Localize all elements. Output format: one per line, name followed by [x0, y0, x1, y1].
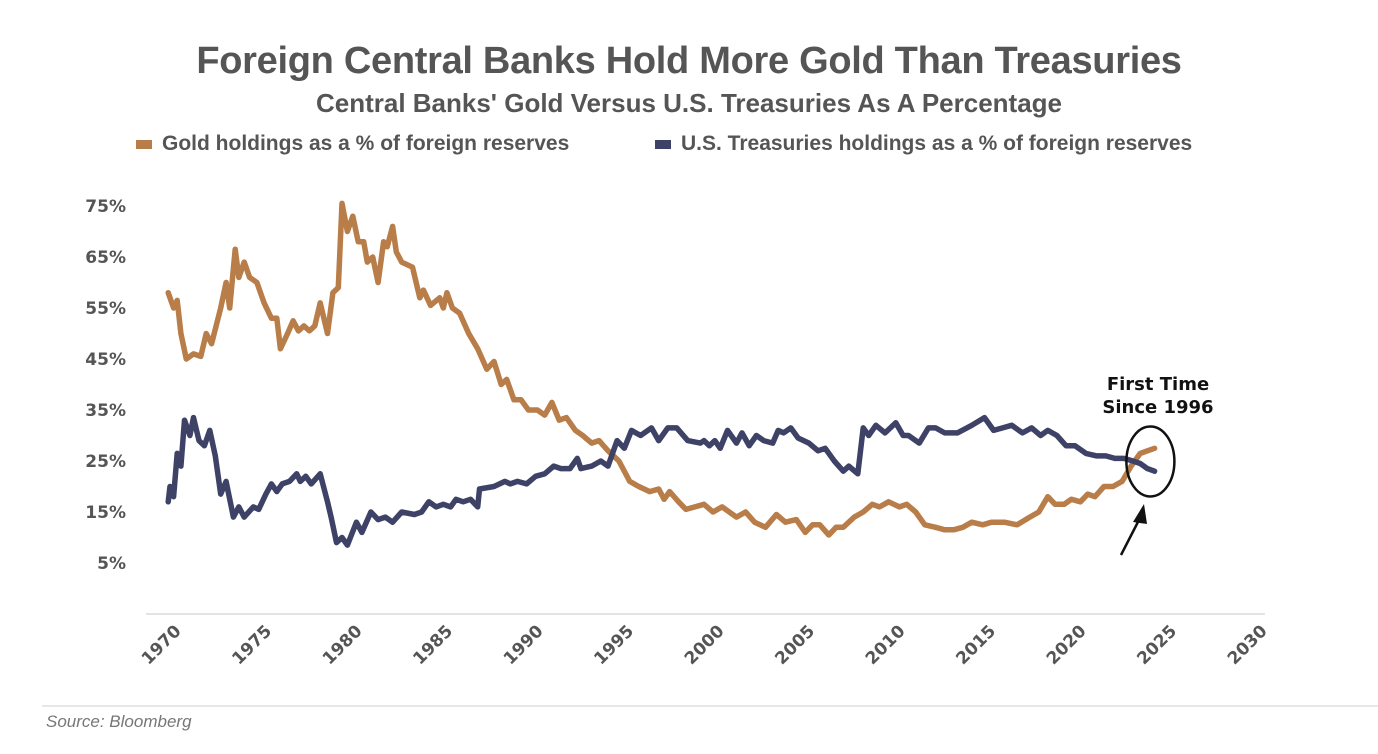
gold-series-line	[165, 200, 1158, 538]
x-tick-label: 1975	[228, 621, 276, 669]
annotation-ellipse	[1125, 425, 1176, 498]
annotation-arrowhead	[1133, 504, 1147, 524]
x-tick-label: 2010	[862, 621, 910, 669]
annotation-line-2: Since 1996	[1102, 397, 1213, 418]
x-tick-label: 1980	[319, 621, 367, 669]
y-tick-label: 15%	[85, 503, 126, 523]
y-axis: 75% 65% 55% 45% 35% 25% 15% 5%	[85, 197, 126, 574]
x-tick-label: 2030	[1224, 621, 1272, 669]
annotation: First Time Since 1996	[1102, 374, 1214, 556]
y-tick-label: 5%	[97, 554, 126, 574]
legend-item-gold: Gold holdings as a % of foreign reserves	[136, 132, 569, 156]
legend-swatch-gold	[136, 139, 152, 149]
legend-label-gold: Gold holdings as a % of foreign reserves	[162, 132, 570, 155]
x-tick-label: 2005	[771, 621, 819, 669]
series-lines	[165, 200, 1158, 548]
y-tick-label: 45%	[85, 350, 126, 370]
x-tick-label: 1995	[590, 621, 638, 669]
y-tick-label: 55%	[85, 299, 126, 319]
x-tick-label: 2015	[952, 621, 1000, 669]
y-tick-label: 65%	[85, 248, 126, 268]
footer-divider	[42, 705, 1378, 707]
chart-subtitle: Central Banks' Gold Versus U.S. Treasuri…	[315, 88, 1063, 118]
x-tick-label: 2000	[681, 621, 729, 669]
x-tick-label: 1985	[409, 621, 457, 669]
x-tick-label: 1990	[500, 621, 548, 669]
source-note: Source: Bloomberg	[46, 712, 192, 731]
y-tick-label: 75%	[85, 197, 126, 217]
annotation-arrow	[1119, 517, 1142, 556]
x-axis: 1970 1975 1980 1985 1990 1995 2000 2005 2010 2015…	[138, 621, 1272, 669]
legend-item-treasuries: U.S. Treasuries holdings as a % of forei…	[655, 132, 1192, 156]
legend: Gold holdings as a % of foreign reserves…	[0, 132, 1378, 160]
legend-swatch-treasuries	[655, 139, 671, 149]
x-tick-label: 2025	[1133, 621, 1181, 669]
y-tick-label: 25%	[85, 452, 126, 472]
annotation-line-1: First Time	[1107, 374, 1209, 395]
treasuries-series-line	[165, 414, 1158, 548]
y-tick-label: 35%	[85, 401, 126, 421]
x-tick-label: 2020	[1043, 621, 1091, 669]
chart-title: Foreign Central Banks Hold More Gold Tha…	[196, 40, 1182, 82]
x-tick-label: 1970	[138, 621, 186, 669]
legend-label-treasuries: U.S. Treasuries holdings as a % of forei…	[681, 132, 1193, 155]
